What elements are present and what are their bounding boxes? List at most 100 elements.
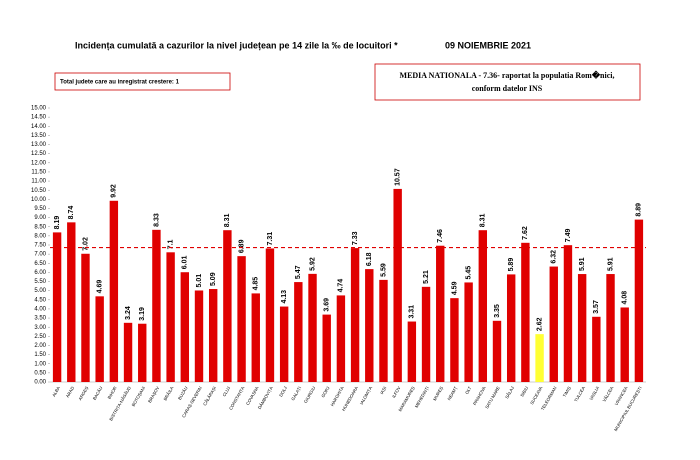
y-tick-label: 10.50 (31, 188, 47, 194)
value-label: 5.21 (423, 270, 430, 284)
bar (52, 232, 62, 382)
bar (506, 274, 516, 382)
x-tick-label: ARGEȘ (77, 385, 89, 401)
value-label: 5.45 (465, 266, 472, 280)
bar (421, 286, 431, 382)
x-tick-label: ALBA (51, 385, 61, 397)
value-label: 7.46 (437, 229, 444, 243)
value-label: 8.31 (224, 213, 231, 227)
x-tick-label: SUCEAVA (529, 385, 543, 405)
x-tick-label: MUREȘ (432, 385, 444, 401)
x-tick-label: CĂLĂRAȘI (202, 386, 217, 407)
value-label: 5.01 (196, 274, 203, 288)
value-label: 4.74 (338, 279, 345, 293)
y-tick-label: 5.00 (34, 288, 46, 294)
bar (350, 248, 360, 382)
value-label: 5.91 (607, 257, 614, 271)
bar (563, 245, 573, 382)
bar (67, 222, 76, 382)
value-label: 5.91 (579, 257, 586, 271)
value-label: 7.62 (522, 226, 529, 240)
x-tick-label: ILFOV (391, 385, 402, 398)
x-tick-label: COVASNA (245, 385, 260, 406)
value-label: 3.69 (324, 298, 331, 312)
bar (436, 245, 445, 382)
value-label: 3.57 (593, 300, 600, 314)
bar (336, 295, 346, 382)
value-label: 6.01 (182, 255, 189, 269)
x-tick-label: MEHEDINȚI (414, 386, 430, 409)
bar (109, 200, 119, 382)
bar (237, 256, 246, 382)
bar (606, 274, 615, 382)
value-label: 5.47 (295, 265, 302, 279)
value-label: 4.69 (97, 280, 104, 294)
average-text: MEDIA NATIONALA - 7.36- raportat la popu… (400, 70, 615, 80)
note-text: Total judete care au inregistrat crester… (60, 80, 180, 86)
value-label: 3.24 (125, 306, 132, 320)
bar (379, 279, 388, 382)
x-tick-label: BRAȘOV (147, 385, 160, 403)
value-label: 3.31 (409, 305, 416, 319)
y-tick-label: 3.50 (34, 316, 46, 322)
y-tick-label: 6.50 (34, 261, 46, 267)
bar (634, 219, 644, 382)
y-tick-label: 3.00 (34, 325, 46, 331)
y-tick-label: 1.00 (34, 361, 46, 367)
y-tick-label: 14.50 (31, 115, 47, 121)
value-label: 6.89 (238, 239, 245, 253)
y-tick-label: 13.00 (31, 142, 47, 148)
x-tick-label: SIBIU (519, 386, 529, 398)
bar (478, 230, 488, 382)
bar (294, 282, 303, 382)
bar (308, 273, 317, 382)
y-tick-label: 7.50 (34, 243, 46, 249)
y-tick-label: 13.50 (31, 133, 47, 139)
bar (492, 320, 502, 382)
y-tick-label: 5.50 (34, 279, 46, 285)
value-label: 4.08 (622, 291, 629, 305)
value-label: 7.31 (267, 232, 274, 246)
value-label: 4.13 (281, 290, 288, 304)
bar (223, 230, 232, 382)
x-tick-label: HARGHITA (329, 385, 344, 407)
y-tick-label: 9.00 (34, 215, 46, 221)
chart-title: Incidența cumulată a cazurilor la nivel … (75, 40, 398, 50)
value-label: 9.92 (111, 184, 118, 198)
y-tick-label: 9.50 (34, 206, 46, 212)
x-tick-label: GORJ (320, 386, 330, 399)
bar (81, 253, 90, 382)
value-label: 5.92 (309, 257, 316, 271)
x-tick-label: BIHOR (107, 386, 118, 400)
bar (95, 296, 104, 382)
note-box (54, 72, 231, 91)
bar (365, 269, 374, 382)
x-tick-label: BOTOȘANI (131, 386, 146, 408)
value-label: 4.85 (253, 277, 260, 291)
value-label: 5.89 (508, 258, 515, 272)
x-tick-label: GALAȚI (290, 386, 302, 402)
bar (152, 229, 161, 382)
bar (265, 248, 275, 382)
value-label: 8.31 (480, 213, 487, 227)
value-label: 7.33 (352, 231, 359, 245)
x-tick-label: BACĂU (92, 386, 104, 401)
bar (549, 266, 558, 382)
bar (166, 252, 175, 382)
value-label: 4.59 (451, 281, 458, 295)
x-tick-label: IAȘI (379, 386, 387, 396)
bar (180, 272, 190, 382)
value-label: 7.1 (167, 239, 174, 249)
value-label: 5.09 (210, 272, 217, 286)
average-box (374, 63, 641, 101)
y-tick-label: 0.50 (34, 370, 46, 376)
value-label: 8.33 (153, 213, 160, 227)
bar (577, 274, 587, 382)
x-tick-label: OLT (464, 385, 473, 395)
bar (620, 307, 629, 382)
bar (208, 289, 218, 382)
x-tick-label: DÂMBOVIȚA (257, 385, 274, 410)
bar (322, 314, 331, 382)
y-tick-label: 7.00 (34, 252, 46, 258)
